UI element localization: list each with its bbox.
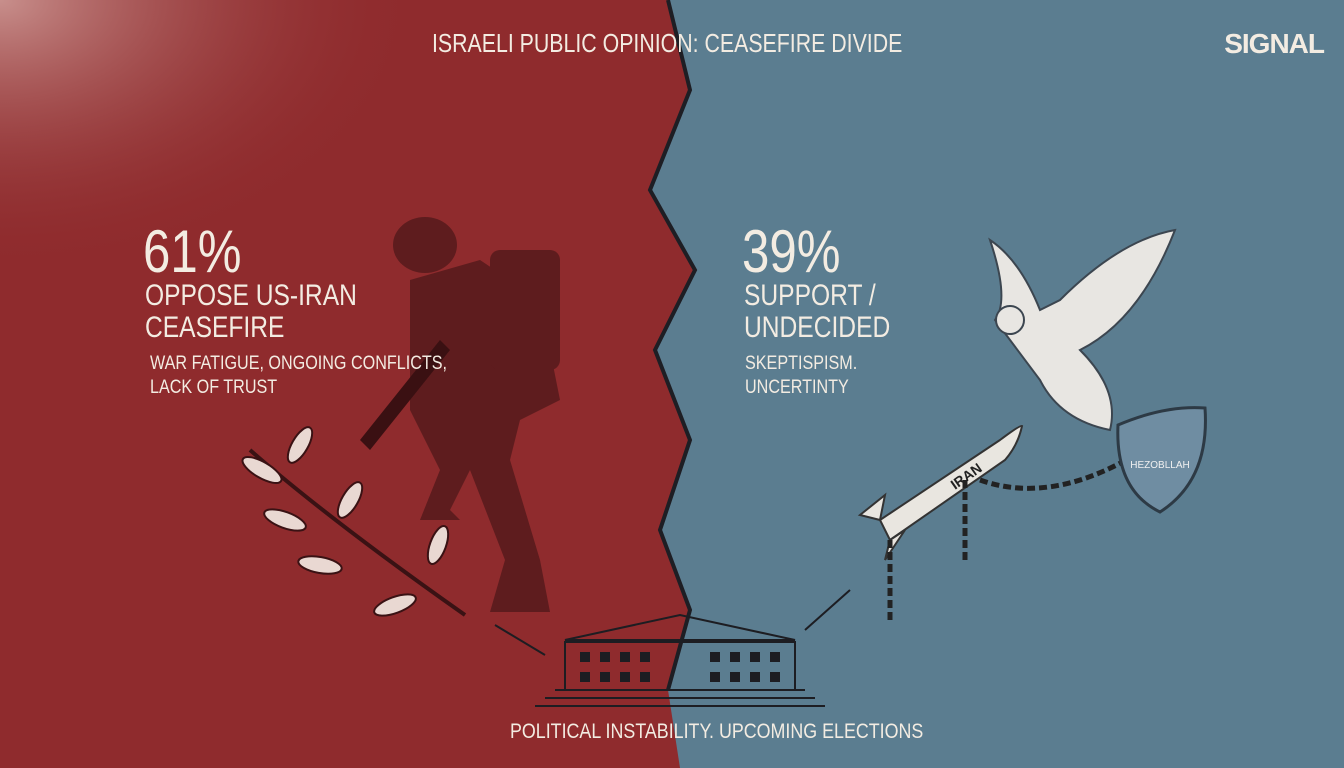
reason-line: UNCERTINTY [745, 377, 849, 398]
label-line: CEASEFIRE [145, 311, 285, 344]
olive-branch [241, 426, 467, 617]
missile [857, 424, 1024, 561]
reason-line: WAR FATIGUE, ONGOING CONFLICTS, [150, 353, 447, 374]
reason-line: LACK OF TRUST [150, 377, 278, 398]
parliament-building [535, 613, 825, 707]
left-reasons: WAR FATIGUE, ONGOING CONFLICTS, LACK OF … [150, 352, 447, 400]
right-label: SUPPORT / UNDECIDED [744, 280, 890, 344]
reason-line: SKEPTISPISM. [745, 353, 858, 374]
divide-crack [647, 0, 698, 691]
label-line: OPPOSE US-IRAN [145, 279, 357, 312]
footer-caption: POLITICAL INSTABILITY. UPCOMING ELECTION… [510, 720, 924, 743]
chain [887, 452, 1137, 620]
left-percent: 61% [143, 218, 242, 285]
label-line: SUPPORT / [744, 279, 876, 312]
right-reasons: SKEPTISPISM. UNCERTINTY [745, 352, 857, 400]
left-label: OPPOSE US-IRAN CEASEFIRE [145, 280, 357, 344]
arrows [494, 589, 851, 656]
brand: SIGNAL [1224, 28, 1325, 59]
dove [988, 228, 1177, 432]
glow [0, 0, 700, 450]
label-line: UNDECIDED [744, 311, 891, 344]
shield [1116, 406, 1207, 514]
right-percent: 39% [742, 218, 841, 285]
title: ISRAELI PUBLIC OPINION: CEASEFIRE DIVIDE [432, 28, 903, 58]
shield-label: HEZOBLLAH [1130, 460, 1189, 471]
soldier [360, 217, 560, 612]
